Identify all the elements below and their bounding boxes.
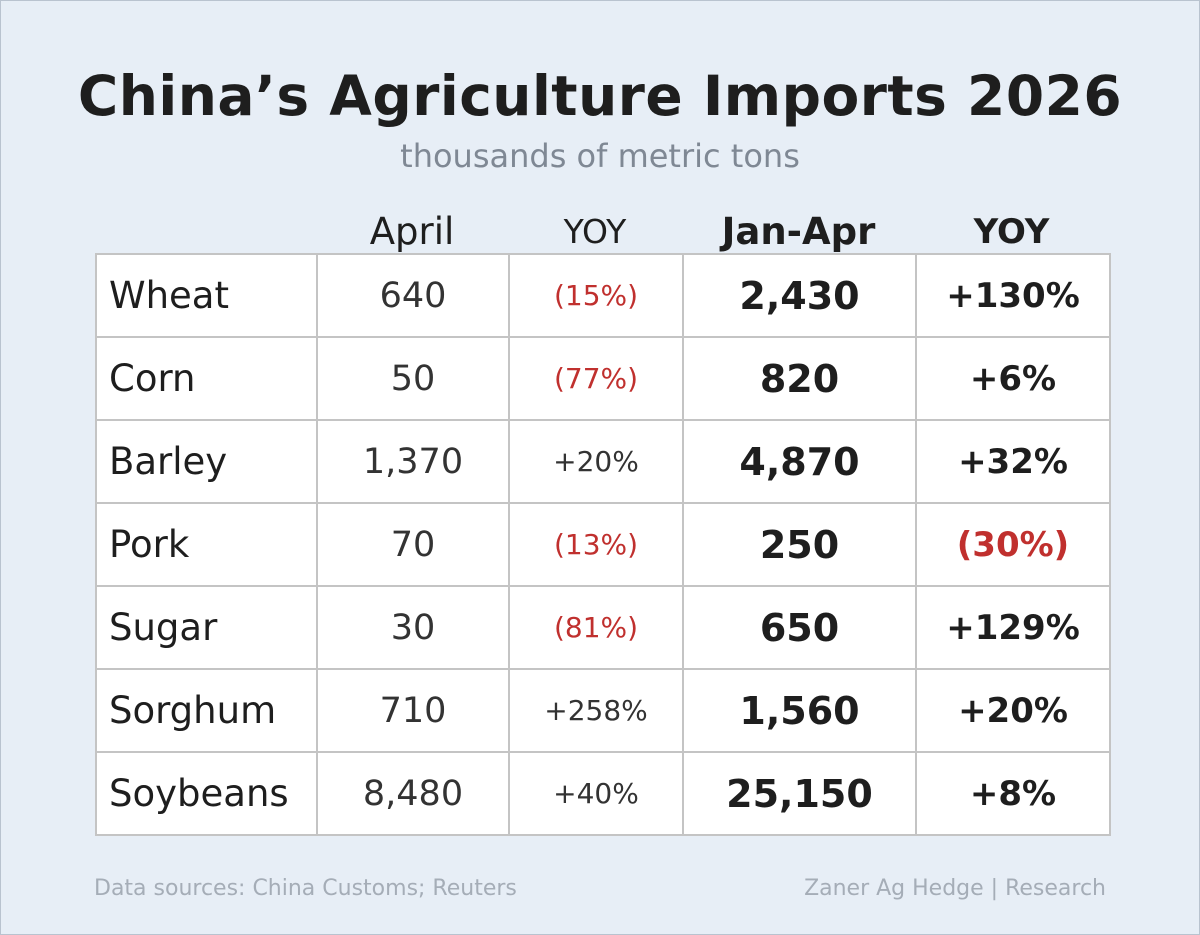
commodity-label: Soybeans (95, 751, 318, 836)
april-yoy-value: +40% (508, 751, 684, 836)
chart-title: China’s Agriculture Imports 2026 (77, 64, 1123, 128)
april-value: 8,480 (316, 751, 510, 836)
table-row: Wheat 640 (15%) 2,430 +130% (95, 253, 1111, 338)
imports-table: Wheat 640 (15%) 2,430 +130% Corn 50 (77%) 820 +6%… (95, 253, 1111, 836)
column-header-jan-apr: Jan-Apr (721, 210, 876, 253)
april-value: 50 (316, 336, 510, 421)
april-value: 30 (316, 585, 510, 670)
jan-apr-value: 650 (682, 585, 917, 670)
april-value: 1,370 (316, 419, 510, 504)
april-yoy-value: (15%) (508, 253, 684, 338)
jan-apr-yoy-value: +8% (915, 751, 1111, 836)
column-header-jan-apr-yoy: YOY (973, 212, 1050, 252)
april-yoy-value: (81%) (508, 585, 684, 670)
column-header-april: April (369, 210, 455, 253)
april-value: 70 (316, 502, 510, 587)
data-sources-note: Data sources: China Customs; Reuters (94, 876, 517, 901)
table-row: Barley 1,370 +20% 4,870 +32% (95, 419, 1111, 504)
april-yoy-value: +20% (508, 419, 684, 504)
jan-apr-yoy-value: +6% (915, 336, 1111, 421)
commodity-label: Barley (95, 419, 318, 504)
jan-apr-yoy-value: (30%) (915, 502, 1111, 587)
jan-apr-yoy-value: +20% (915, 668, 1111, 753)
april-yoy-value: (77%) (508, 336, 684, 421)
jan-apr-yoy-value: +32% (915, 419, 1111, 504)
april-yoy-value: +258% (508, 668, 684, 753)
chart-subtitle: thousands of metric tons (400, 137, 800, 175)
jan-apr-yoy-value: +130% (915, 253, 1111, 338)
table-row: Pork 70 (13%) 250 (30%) (95, 502, 1111, 587)
april-value: 710 (316, 668, 510, 753)
jan-apr-value: 1,560 (682, 668, 917, 753)
column-header-april-yoy: YOY (563, 212, 627, 251)
jan-apr-value: 25,150 (682, 751, 917, 836)
april-value: 640 (316, 253, 510, 338)
april-yoy-value: (13%) (508, 502, 684, 587)
jan-apr-value: 2,430 (682, 253, 917, 338)
commodity-label: Pork (95, 502, 318, 587)
table-body: Wheat 640 (15%) 2,430 +130% Corn 50 (77%) 820 +6%… (95, 253, 1111, 836)
credit-note: Zaner Ag Hedge | Research (804, 876, 1106, 901)
table-row: Corn 50 (77%) 820 +6% (95, 336, 1111, 421)
jan-apr-value: 250 (682, 502, 917, 587)
table-row: Sugar 30 (81%) 650 +129% (95, 585, 1111, 670)
jan-apr-value: 820 (682, 336, 917, 421)
jan-apr-yoy-value: +129% (915, 585, 1111, 670)
commodity-label: Wheat (95, 253, 318, 338)
commodity-label: Sorghum (95, 668, 318, 753)
jan-apr-value: 4,870 (682, 419, 917, 504)
table-row: Soybeans 8,480 +40% 25,150 +8% (95, 751, 1111, 836)
table-row: Sorghum 710 +258% 1,560 +20% (95, 668, 1111, 753)
commodity-label: Corn (95, 336, 318, 421)
commodity-label: Sugar (95, 585, 318, 670)
